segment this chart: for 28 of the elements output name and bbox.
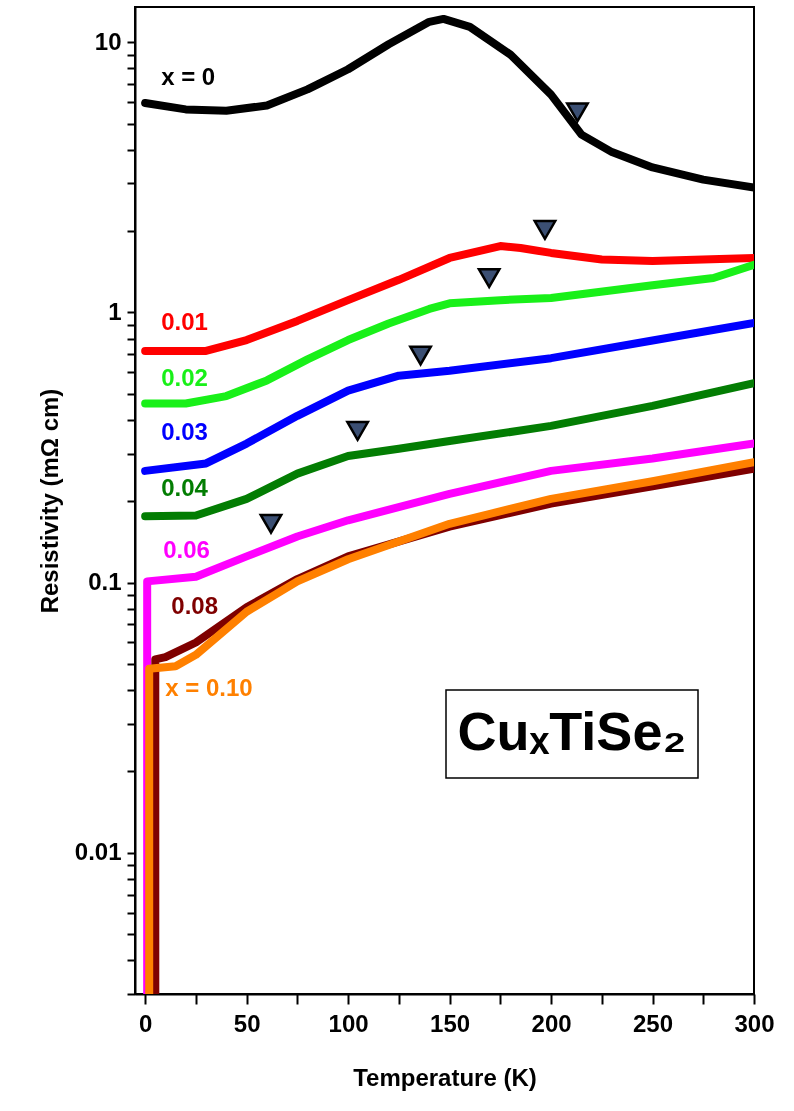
point — [259, 513, 283, 534]
x-tick-label: 200 — [531, 1009, 572, 1037]
y-axis-title: Resistivity (mΩ cm) — [35, 388, 63, 614]
y-tick-label: 10 — [94, 27, 122, 55]
point — [533, 219, 557, 241]
point — [409, 345, 433, 366]
x-tick-label: 250 — [633, 1009, 674, 1037]
point — [565, 102, 589, 123]
x-tick-label: 300 — [734, 1009, 775, 1037]
series-label: x = 0 — [161, 62, 216, 90]
series-label: 0.06 — [163, 536, 210, 564]
series-label: 0.03 — [161, 418, 208, 446]
y-tick-label: 0.01 — [74, 838, 122, 866]
y-tick-label: 1 — [108, 297, 122, 325]
series-label: 0.02 — [161, 364, 208, 392]
series-label: 0.01 — [161, 307, 208, 335]
x-axis-title: Temperature (K) — [353, 1063, 537, 1091]
point — [346, 420, 370, 442]
series-label: 0.08 — [171, 592, 219, 620]
point — [477, 267, 501, 289]
annotation: CuₓTiSe₂ — [457, 701, 687, 761]
series-label: x = 0.10 — [165, 673, 253, 701]
x-tick-label: 50 — [233, 1009, 261, 1037]
x-tick-label: 100 — [328, 1009, 369, 1037]
y-tick-label: 0.1 — [88, 568, 122, 596]
x-tick-label: 150 — [430, 1009, 471, 1037]
series-label: 0.04 — [161, 473, 209, 501]
x-tick-label: 0 — [138, 1009, 153, 1037]
